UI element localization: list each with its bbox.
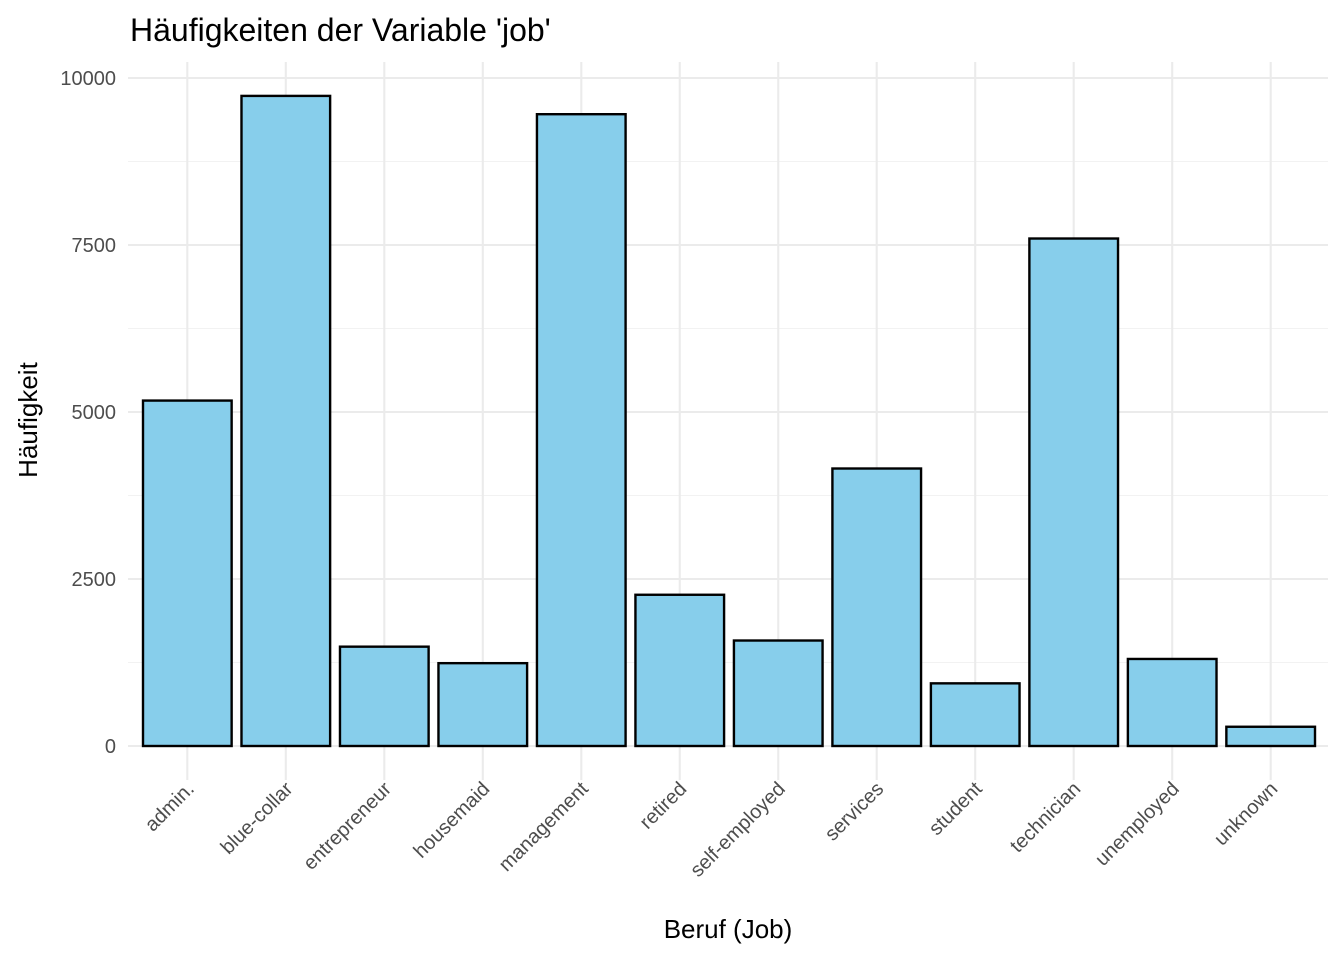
x-tick-label: admin. bbox=[141, 778, 199, 836]
x-tick-label: unemployed bbox=[1091, 778, 1184, 871]
y-axis-ticks: 0 2500 5000 7500 10000 bbox=[60, 68, 116, 758]
y-tick-label: 0 bbox=[105, 736, 116, 758]
bar-unknown bbox=[1225, 725, 1317, 748]
bar-technician bbox=[1028, 237, 1120, 748]
x-tick-label: management bbox=[495, 778, 593, 876]
x-tick-label: self-employed bbox=[686, 778, 790, 882]
bar-retired bbox=[634, 593, 726, 748]
x-tick-label: entrepreneur bbox=[299, 778, 396, 875]
y-tick-label: 2500 bbox=[72, 569, 117, 591]
x-tick-label: unknown bbox=[1210, 778, 1282, 850]
x-tick-label: blue-collar bbox=[217, 778, 298, 859]
x-axis-title: Beruf (Job) bbox=[664, 914, 793, 944]
bar-housemaid bbox=[437, 661, 529, 748]
x-tick-label: student bbox=[925, 778, 987, 840]
y-tick-label: 7500 bbox=[72, 235, 117, 257]
bar-management bbox=[535, 113, 627, 748]
bar-admin bbox=[141, 399, 233, 748]
bar-student bbox=[929, 682, 1021, 748]
x-axis-ticks: admin. blue-collar entrepreneur housemaid ma… bbox=[141, 778, 1282, 882]
bars bbox=[141, 94, 1317, 748]
y-tick-label: 5000 bbox=[72, 402, 117, 424]
y-tick-label: 10000 bbox=[60, 68, 116, 90]
bar-entrepreneur bbox=[338, 645, 430, 748]
x-tick-label: technician bbox=[1006, 778, 1085, 857]
bar-blue-collar bbox=[240, 94, 332, 748]
x-tick-label: retired bbox=[636, 778, 692, 834]
bar-self-employed bbox=[732, 639, 824, 748]
y-axis-title: Häufigkeit bbox=[13, 361, 43, 477]
bar-services bbox=[831, 467, 923, 748]
x-tick-label: services bbox=[821, 778, 888, 845]
bar-unemployed bbox=[1126, 657, 1218, 748]
x-tick-label: housemaid bbox=[410, 778, 495, 863]
chart-title: Häufigkeiten der Variable 'job' bbox=[130, 12, 551, 48]
